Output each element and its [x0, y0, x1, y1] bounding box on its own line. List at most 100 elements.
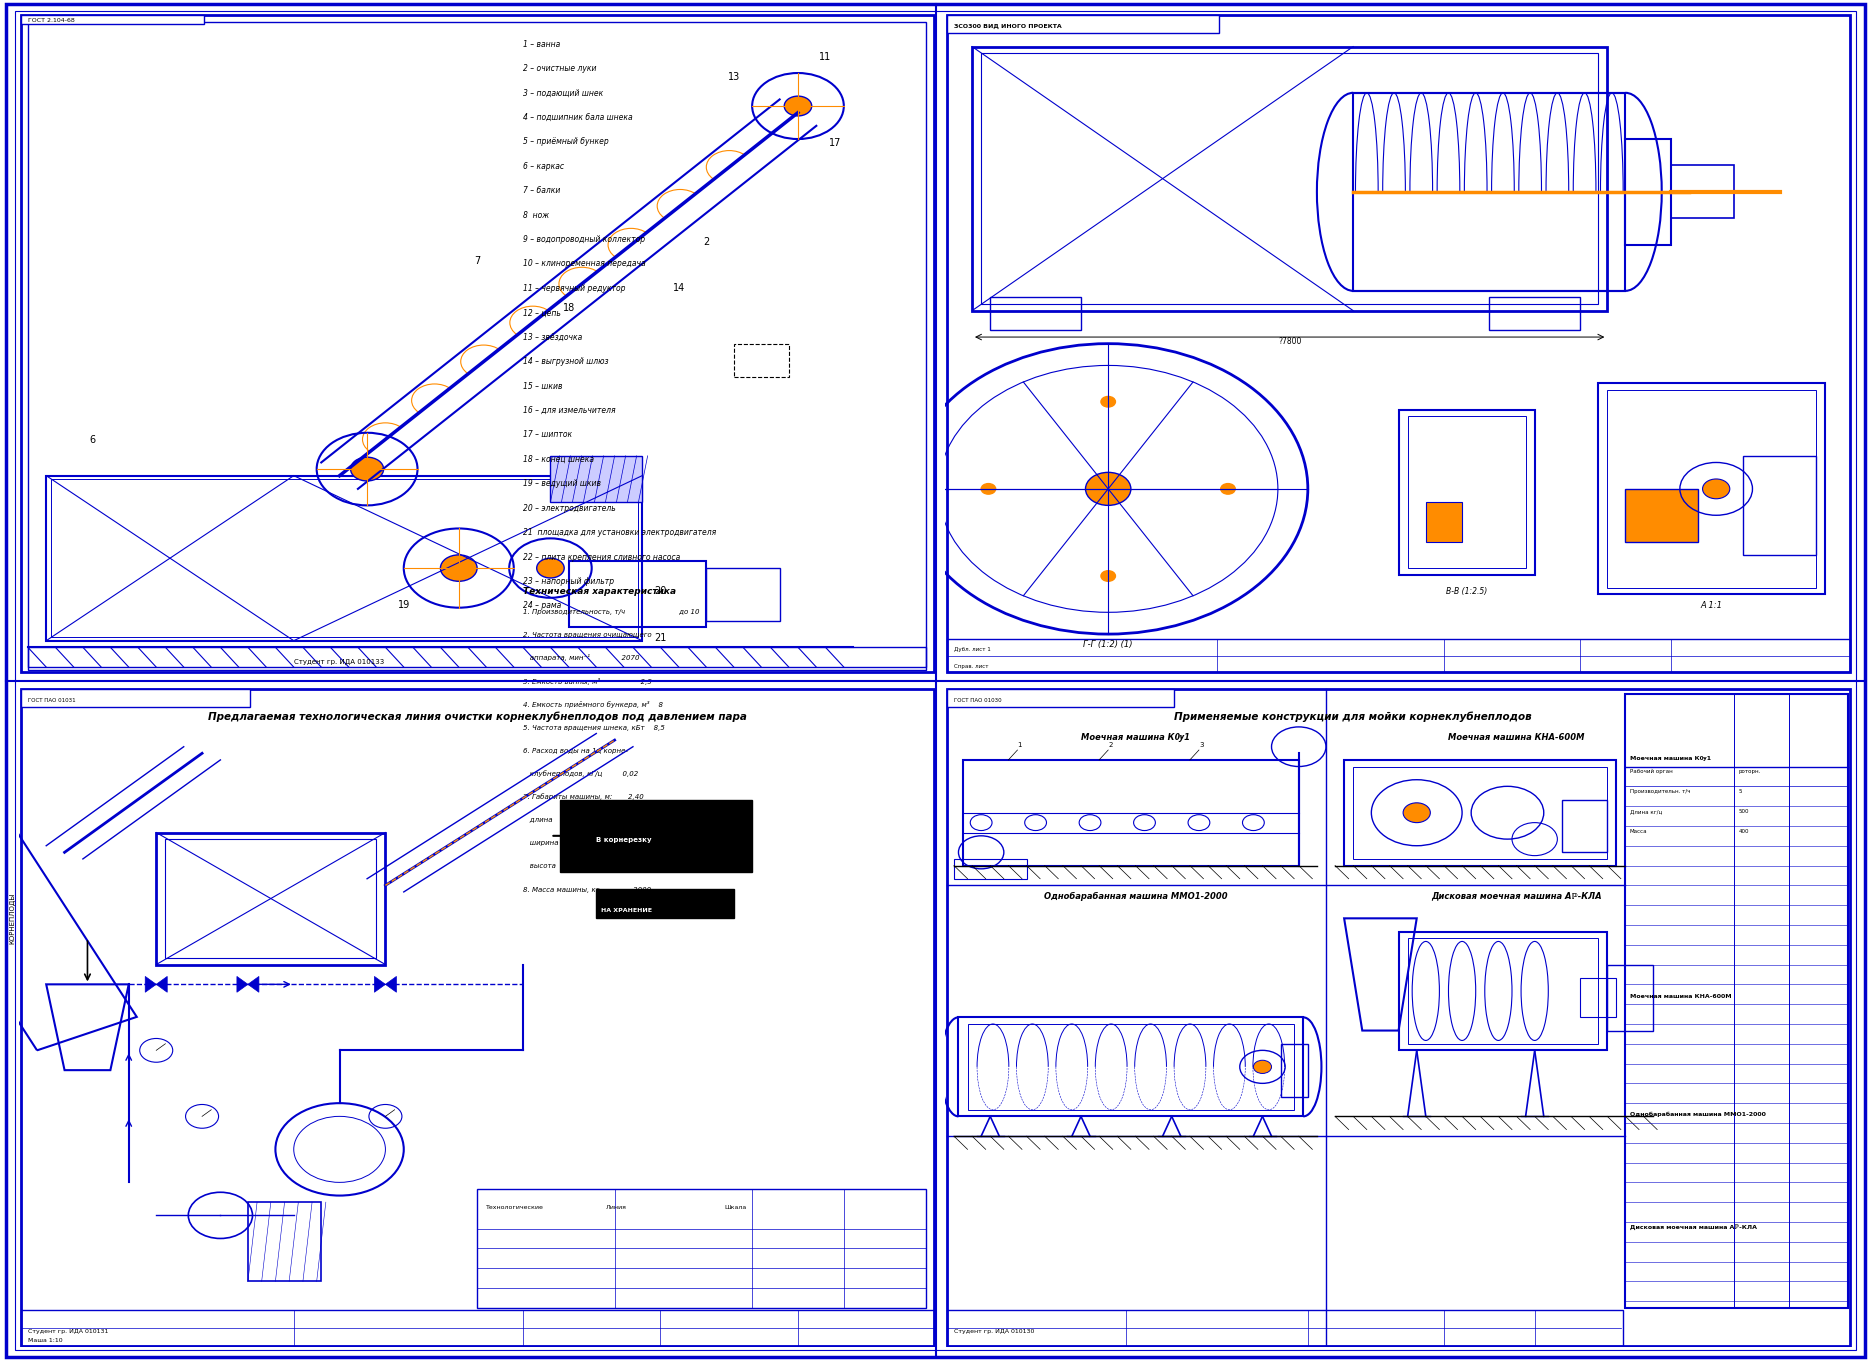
Text: Однобарабанная машина ММО1-2000: Однобарабанная машина ММО1-2000: [1630, 1112, 1766, 1117]
Text: аппарата, мин⁻¹              2070: аппарата, мин⁻¹ 2070: [524, 655, 640, 661]
Polygon shape: [374, 976, 397, 992]
Bar: [0, 807, 137, 1051]
Text: 5: 5: [1738, 789, 1742, 793]
Bar: [1280, 1044, 1308, 1097]
Text: Линия: Линия: [606, 1204, 627, 1210]
Circle shape: [1100, 396, 1115, 407]
Text: 19 – ведущий шкив: 19 – ведущий шкив: [524, 479, 601, 489]
Text: Дисковая моечная машина Аℙ-КЛА: Дисковая моечная машина Аℙ-КЛА: [1630, 1224, 1757, 1230]
Bar: [21, 1309, 934, 1346]
Bar: [967, 1023, 1295, 1109]
Text: Рабочий орган: Рабочий орган: [1630, 769, 1673, 774]
Text: длина                    3500-3600/2003: длина 3500-3600/2003: [524, 817, 657, 823]
Text: Длина кг/ц: Длина кг/ц: [1630, 808, 1661, 814]
Bar: [964, 759, 1298, 866]
Text: ширина: ширина: [524, 840, 558, 847]
Text: Студент гр. ИДА 010131: Студент гр. ИДА 010131: [28, 1328, 109, 1334]
Bar: [1407, 416, 1525, 568]
Bar: [1562, 799, 1607, 852]
Text: 10 – клиноременная передача: 10 – клиноременная передача: [524, 260, 645, 268]
Text: 3: 3: [1199, 742, 1203, 747]
Text: Однобарабанная машина ММО1-2000: Однобарабанная машина ММО1-2000: [1044, 891, 1227, 901]
Text: 2. Частота вращения очищающего: 2. Частота вращения очищающего: [524, 633, 651, 638]
Text: 21: 21: [655, 633, 666, 642]
Bar: [958, 1018, 1304, 1116]
Bar: [1607, 965, 1652, 1030]
Bar: [1579, 977, 1617, 1017]
Text: Справ. лист: Справ. лист: [954, 664, 988, 670]
Text: роторн.: роторн.: [1738, 769, 1761, 774]
Bar: [157, 833, 385, 965]
Bar: [1398, 410, 1534, 574]
Text: В-В (1:2.5): В-В (1:2.5): [1446, 588, 1487, 596]
Text: 7 – балки: 7 – балки: [524, 186, 559, 195]
Circle shape: [537, 558, 565, 578]
Text: КОРНЕПЛОДЫ: КОРНЕПЛОДЫ: [9, 893, 15, 945]
Text: 14 – выгрузной шлюз: 14 – выгрузной шлюз: [524, 357, 608, 366]
Text: 16 – для измельчителя: 16 – для измельчителя: [524, 406, 616, 415]
Bar: [1353, 93, 1626, 291]
Text: Студент гр. ИДА 010133: Студент гр. ИДА 010133: [294, 659, 384, 666]
Text: ГОСТ ПАО 01031: ГОСТ ПАО 01031: [28, 698, 75, 702]
Text: 5. Частота вращения шнека, кБт    8,5: 5. Частота вращения шнека, кБт 8,5: [524, 725, 664, 731]
Text: 24 – рама: 24 – рама: [524, 602, 561, 610]
Text: В корнерезку: В корнерезку: [597, 837, 651, 844]
Bar: [990, 298, 1081, 331]
Text: 18: 18: [563, 302, 574, 313]
Text: 3. Емкость ванны, м³                  2,5: 3. Емкость ванны, м³ 2,5: [524, 678, 651, 685]
Text: 14: 14: [674, 283, 685, 293]
Bar: [477, 1190, 926, 1308]
Bar: [21, 689, 249, 708]
Text: Студент гр. ИДА 010130: Студент гр. ИДА 010130: [954, 1328, 1035, 1334]
Bar: [947, 689, 1173, 708]
Text: Производительн. т/ч: Производительн. т/ч: [1630, 789, 1691, 793]
Text: 500: 500: [1738, 808, 1749, 814]
Text: Масса: Масса: [1630, 829, 1648, 833]
Bar: [1407, 938, 1598, 1044]
Text: 4 – подшипник бала шнека: 4 – подшипник бала шнека: [524, 113, 632, 122]
Circle shape: [1100, 570, 1115, 581]
Bar: [1598, 384, 1824, 595]
Text: ЗСО300 ВИД ИНОГО ПРОЕКТА: ЗСО300 ВИД ИНОГО ПРОЕКТА: [954, 24, 1061, 29]
Text: Технологические: Технологические: [486, 1204, 544, 1210]
Text: 3 – подающий шнек: 3 – подающий шнек: [524, 88, 602, 98]
Bar: [28, 648, 926, 671]
Text: Техническая характеристика: Техническая характеристика: [524, 588, 675, 596]
Text: 7. Габариты машины, м:       2,40: 7. Габариты машины, м: 2,40: [524, 793, 644, 800]
Text: Моечная машина КѸ1: Моечная машина КѸ1: [1081, 734, 1190, 742]
Text: 12 – цепь: 12 – цепь: [524, 309, 561, 317]
Bar: [1353, 766, 1607, 859]
Circle shape: [440, 555, 477, 581]
Bar: [47, 476, 642, 641]
Circle shape: [1085, 472, 1130, 505]
Text: 20: 20: [655, 587, 666, 596]
Text: 5 – приёмный бункер: 5 – приёмный бункер: [524, 137, 608, 146]
Bar: [1744, 456, 1817, 555]
Circle shape: [1254, 1060, 1272, 1074]
Bar: [1607, 389, 1817, 588]
Bar: [597, 889, 733, 919]
Bar: [1626, 694, 1849, 1308]
Text: А 1:1: А 1:1: [1701, 600, 1723, 610]
Text: 2 – очистные луки: 2 – очистные луки: [524, 64, 597, 73]
Bar: [947, 1309, 1622, 1346]
Text: 22 – плита крепления сливного насоса: 22 – плита крепления сливного насоса: [524, 553, 681, 562]
Polygon shape: [146, 976, 167, 992]
Bar: [1426, 502, 1461, 542]
Text: 17 – шипток: 17 – шипток: [524, 430, 573, 440]
Circle shape: [350, 457, 384, 480]
Text: 6. Расход воды на 1ц корне-: 6. Расход воды на 1ц корне-: [524, 749, 629, 754]
Text: 2: 2: [703, 237, 709, 246]
Text: 21  площадка для установки электродвигателя: 21 площадка для установки электродвигате…: [524, 528, 717, 538]
Text: 15 – шкив: 15 – шкив: [524, 381, 563, 391]
Text: Применяемые конструкции для мойки корнеклубнеплодов: Применяемые конструкции для мойки корнек…: [1175, 712, 1532, 723]
Bar: [733, 344, 790, 377]
Text: 6 – каркас: 6 – каркас: [524, 162, 563, 170]
Text: 6: 6: [90, 434, 95, 445]
Text: высота: высота: [524, 863, 556, 870]
Text: Шкала: Шкала: [724, 1204, 747, 1210]
Text: Г-Г (1:2) (1): Г-Г (1:2) (1): [1083, 640, 1134, 649]
Text: 20 – электродвигатель: 20 – электродвигатель: [524, 504, 616, 513]
Text: 2: 2: [1108, 742, 1113, 747]
Text: ГОСТ ПАО 01030: ГОСТ ПАО 01030: [954, 698, 1001, 702]
